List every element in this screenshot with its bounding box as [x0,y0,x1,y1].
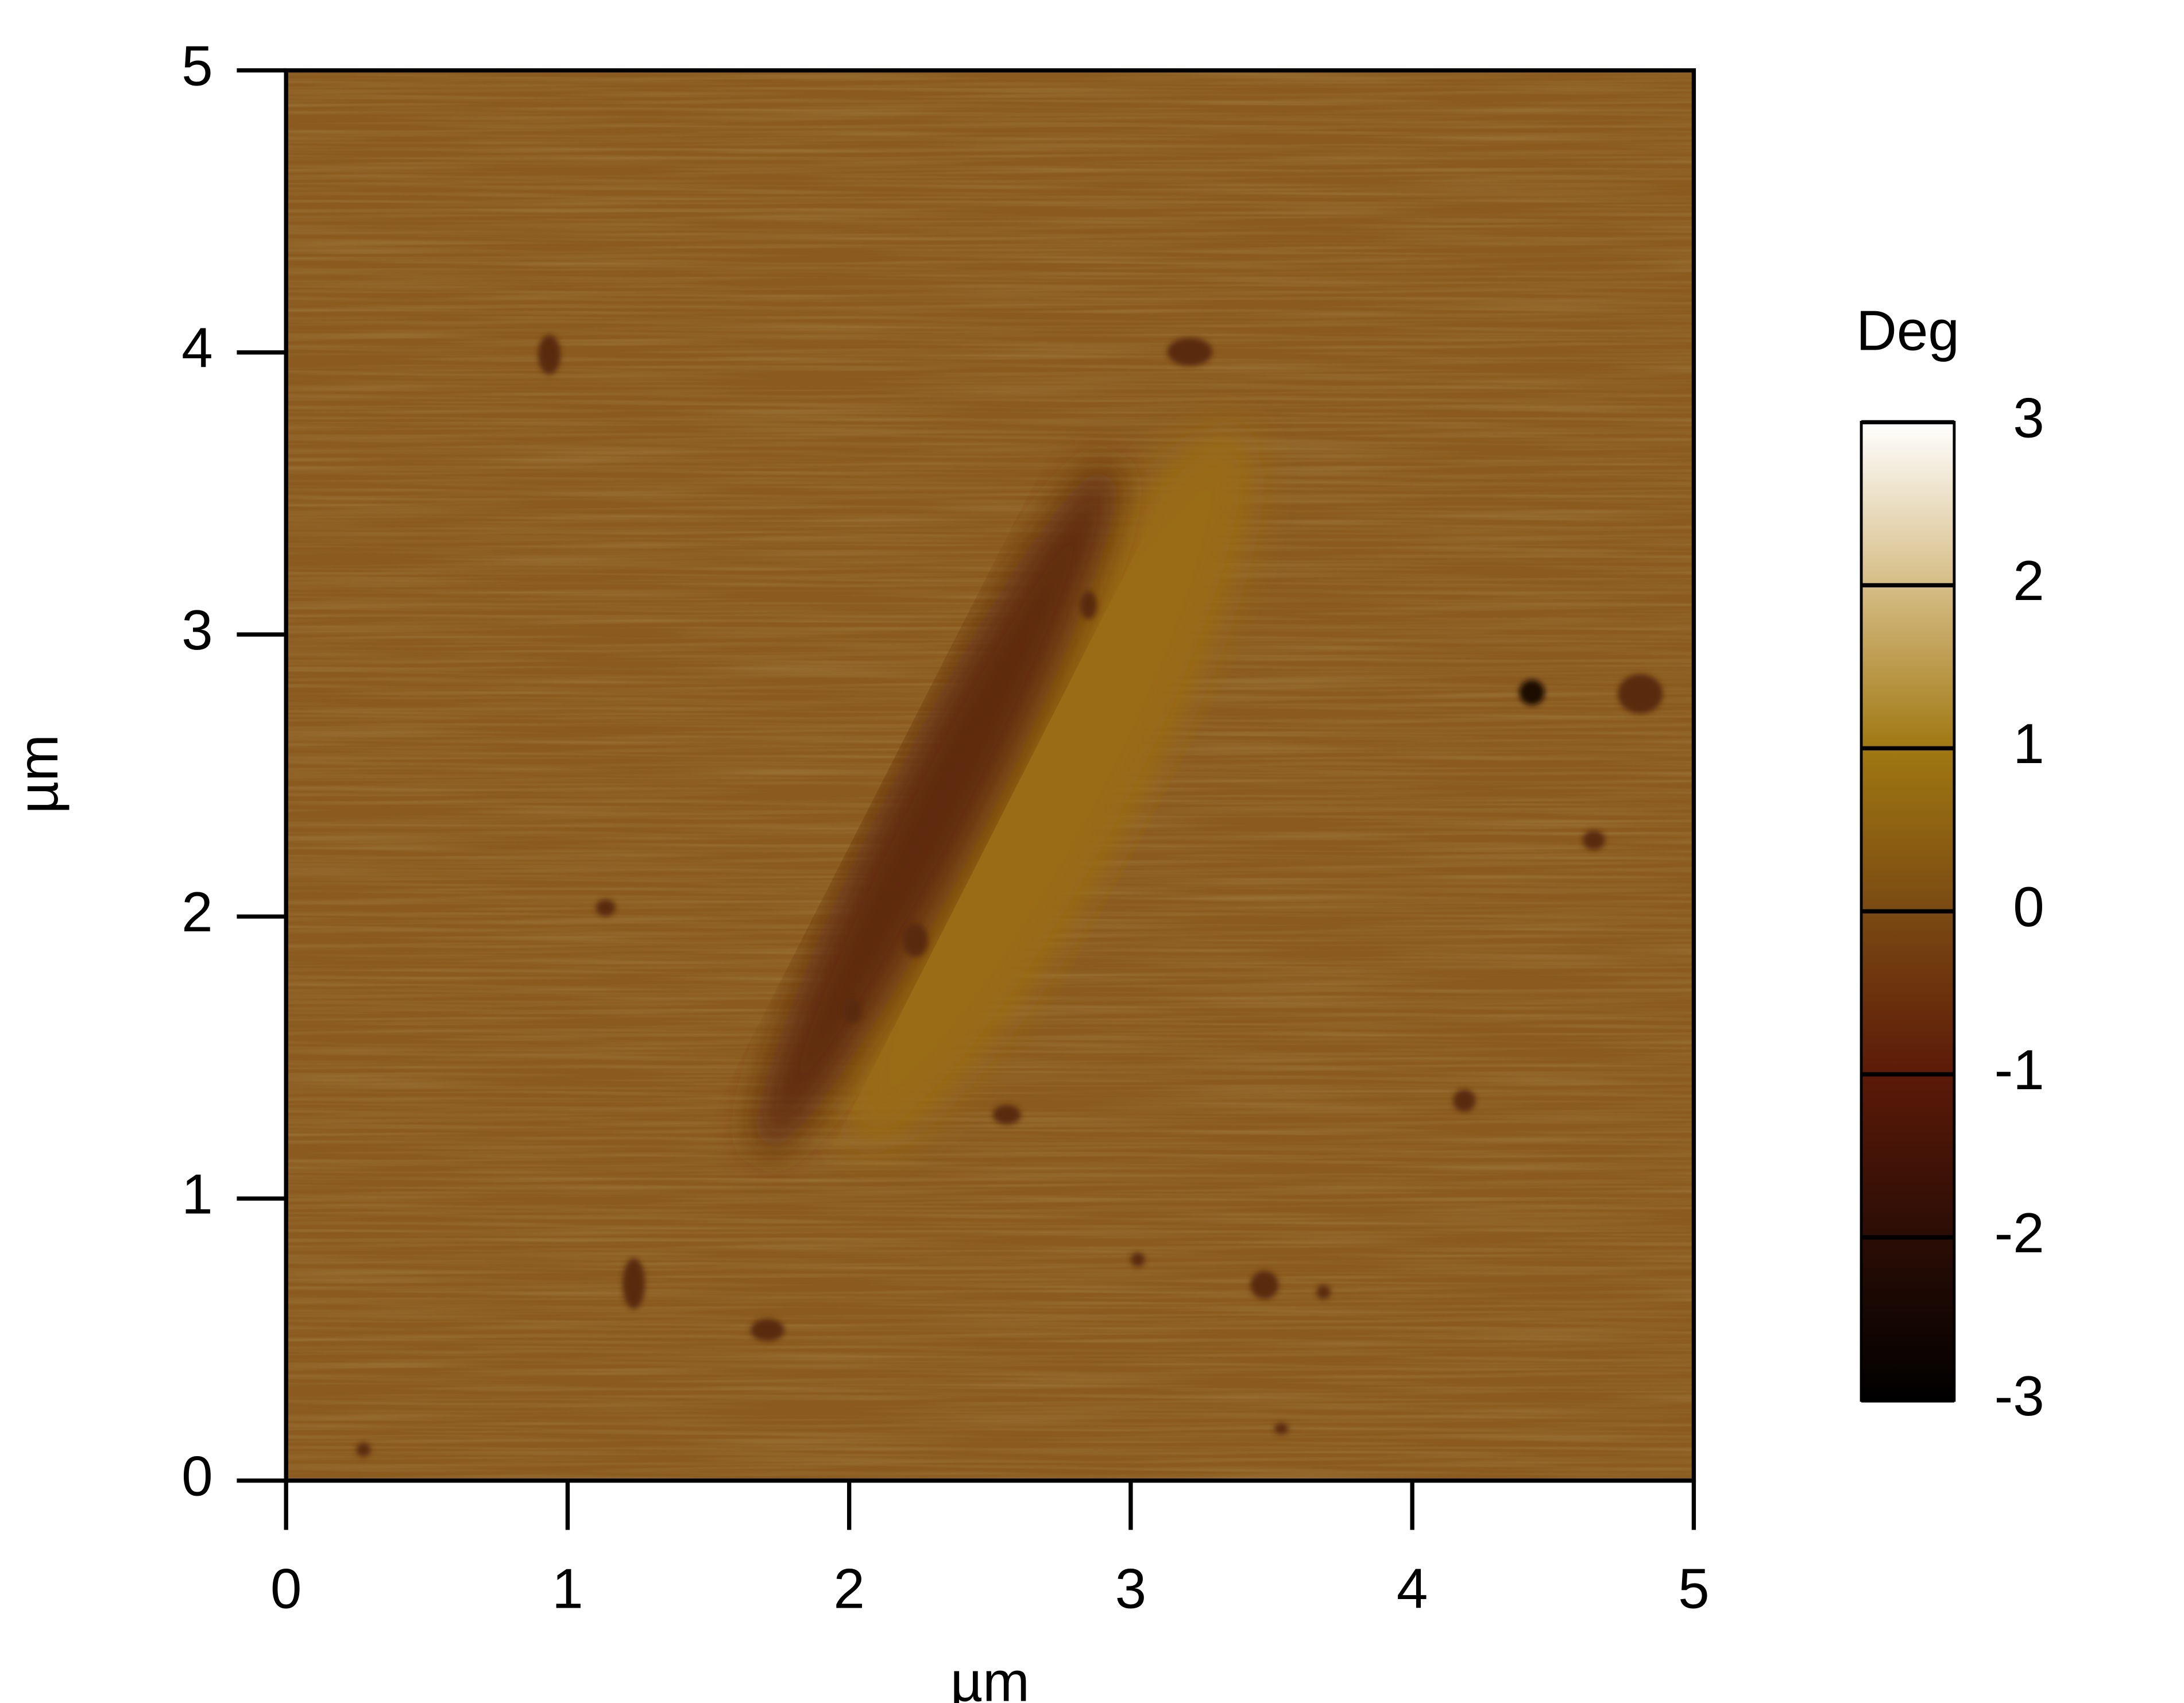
x-tick-label: 2 [833,1557,865,1620]
colorbar-tick-label: -1 [1994,1038,2044,1101]
colorbar-tick-label: 1 [2013,712,2044,775]
y-axis-label: µm [6,734,69,814]
y-tick-label: 5 [181,34,213,97]
colorbar-tick-label: 0 [2013,875,2044,938]
colorbar-tick-label: -2 [1994,1201,2044,1264]
x-axis-label: µm [950,1650,1030,1703]
x-tick-label: 0 [270,1557,302,1620]
colorbar-tick-label: 2 [2013,549,2044,612]
x-tick-label: 5 [1678,1557,1710,1620]
x-tick-label: 3 [1115,1557,1147,1620]
x-tick-label: 4 [1397,1557,1428,1620]
phase-image [286,70,1694,1481]
colorbar-title: Deg [1856,299,1959,362]
y-tick-label: 0 [181,1445,213,1508]
y-tick-label: 3 [181,598,213,661]
y-tick-label: 1 [181,1162,213,1225]
colorbar-tick-label: 3 [2013,386,2044,449]
y-tick-label: 2 [181,880,213,943]
x-tick-label: 1 [552,1557,583,1620]
y-tick-label: 4 [181,316,213,380]
plot-frame [284,68,1696,1483]
colorbar-tick-label: -3 [1994,1364,2044,1427]
